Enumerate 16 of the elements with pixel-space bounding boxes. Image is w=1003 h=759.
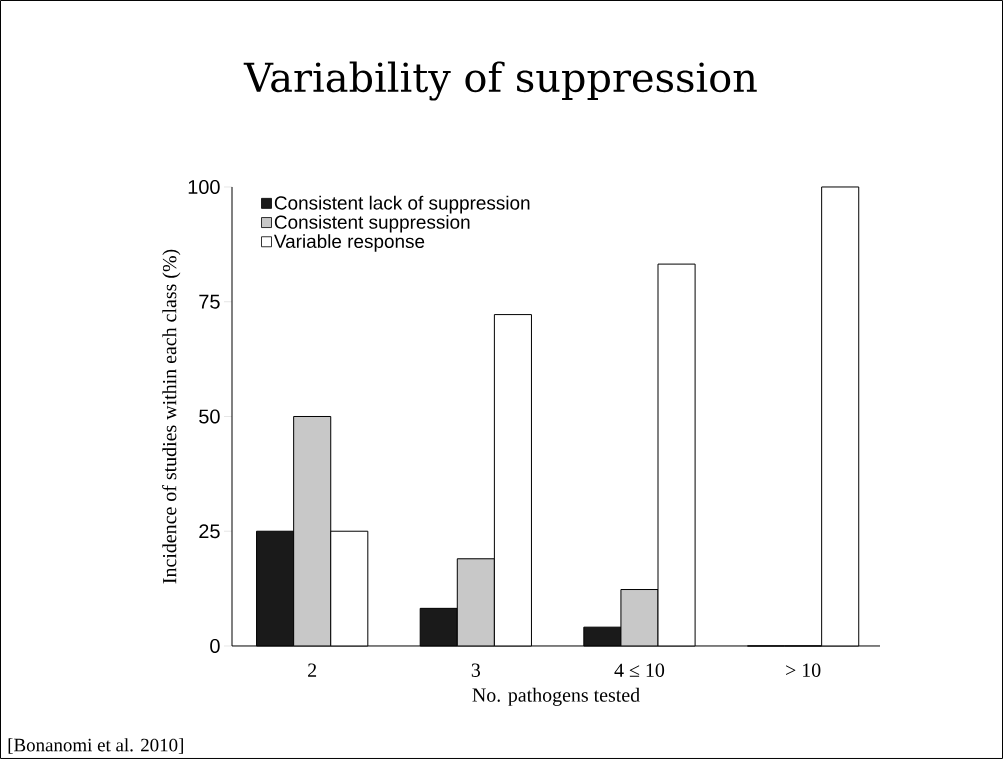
legend-label: Consistent lack of suppression: [274, 195, 530, 214]
y-tick-label: 100: [188, 179, 220, 195]
x-tick-label: 2: [308, 663, 317, 677]
chart-title: Variability of suppression: [243, 61, 757, 101]
text: [Bonanomi et al. 2010]: [8, 738, 183, 754]
x-axis-title: No. pathogens tested: [472, 687, 640, 706]
y-tick-label: 0: [210, 638, 220, 654]
x-tick-label: 4 ≤ 10: [614, 663, 665, 677]
x-tick-label: 3: [471, 663, 481, 677]
y-tick-label: 25: [199, 524, 220, 539]
y-tick-label: 50: [199, 409, 220, 424]
legend-label: Consistent suppression: [274, 214, 470, 233]
y-tick-label: 75: [199, 294, 220, 309]
x-tick-label: > 10: [786, 663, 821, 677]
legend-label: Variable response: [273, 234, 425, 252]
y-axis-title: Incidence of studies within each class (%): [162, 249, 181, 584]
